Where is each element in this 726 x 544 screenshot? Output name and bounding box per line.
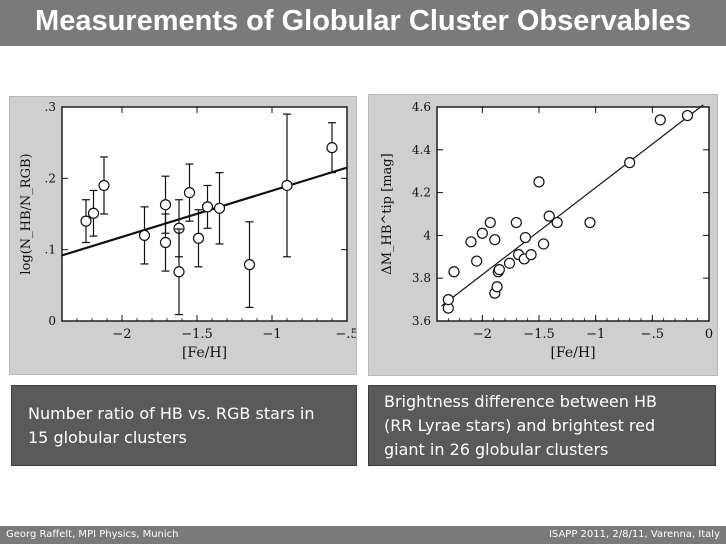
data-point <box>533 176 545 188</box>
data-point <box>448 266 460 278</box>
x-axis-label: [Fe/H] <box>182 345 227 361</box>
data-point <box>584 216 596 229</box>
data-point <box>493 264 505 276</box>
x-tick-label: −1.5 <box>523 327 555 342</box>
data-point <box>654 114 666 126</box>
data-point <box>551 216 563 229</box>
data-point <box>201 201 214 213</box>
y-tick-label: 4.2 <box>412 186 431 200</box>
left-caption-box: Number ratio of HB vs. RGB stars in 15 g… <box>11 385 357 466</box>
data-point <box>624 157 636 169</box>
footer-bar: Georg Raffelt, MPI Physics, Munich ISAPP… <box>0 526 726 544</box>
data-point <box>159 199 172 211</box>
data-point <box>489 234 501 246</box>
y-tick-label: 4.6 <box>412 100 431 114</box>
fit-line <box>441 104 704 307</box>
title-bar: Measurements of Globular Cluster Observa… <box>0 0 726 46</box>
data-point <box>213 202 226 214</box>
data-point <box>138 229 151 241</box>
data-point <box>80 215 92 227</box>
slide-title: Measurements of Globular Cluster Observa… <box>35 5 691 37</box>
data-point <box>183 186 196 199</box>
left-chart-panel: −2 −1.5 −1 −.5 0 .1 .2 .3 [Fe/H] log(N_HB/N_RGB) <box>9 96 357 375</box>
y-tick-label: 4 <box>423 228 431 242</box>
x-tick-label: 0 <box>705 327 713 342</box>
x-axis-label: [Fe/H] <box>550 345 595 361</box>
data-point <box>442 294 454 306</box>
y-tick-label: .3 <box>45 100 56 114</box>
data-point <box>476 227 488 239</box>
y-axis-label: log(N_HB/N_RGB) <box>19 153 34 274</box>
data-point <box>510 216 522 229</box>
data-point <box>326 142 338 154</box>
footer-author: Georg Raffelt, MPI Physics, Munich <box>6 529 179 540</box>
y-tick-label: 3.8 <box>412 271 431 285</box>
data-point <box>465 236 477 248</box>
data-point <box>491 281 503 293</box>
y-tick-label: 0 <box>48 314 56 328</box>
x-tick-label: −.5 <box>335 327 356 342</box>
data-point <box>159 236 172 249</box>
footer-event: ISAPP 2011, 2/8/11, Varenna, Italy <box>548 529 720 540</box>
data-point <box>98 179 110 192</box>
y-tick-label: .1 <box>45 243 56 257</box>
right-caption: Brightness difference between HB (RR Lyr… <box>384 392 657 459</box>
data-point <box>87 207 100 219</box>
plot-area <box>61 106 348 322</box>
left-chart: −2 −1.5 −1 −.5 0 .1 .2 .3 [Fe/H] log(N_HB/N_RGB) <box>19 100 356 361</box>
right-chart-panel: −2 −1.5 −1 −.5 0 3.6 3.8 4 4.2 4.4 4.6 [Fe/H] ΔM_HB^… <box>368 94 718 376</box>
y-tick-label: 4.4 <box>412 143 431 157</box>
plot-area <box>436 106 710 322</box>
right-caption-box: Brightness difference between HB (RR Lyr… <box>368 385 716 466</box>
left-caption: Number ratio of HB vs. RGB stars in 15 g… <box>28 404 315 447</box>
data-point <box>519 231 531 244</box>
y-axis-label: ΔM_HB^tip [mag] <box>380 153 395 274</box>
data-point <box>192 232 205 244</box>
data-point <box>471 255 483 267</box>
x-tick-label: −1.5 <box>181 327 213 342</box>
data-point <box>173 266 185 278</box>
y-tick-label: .2 <box>45 171 56 185</box>
x-tick-label: −2 <box>112 327 131 342</box>
data-point <box>525 249 537 261</box>
x-tick-label: −.5 <box>641 327 664 342</box>
data-point <box>537 238 550 250</box>
y-tick-label: 3.6 <box>412 314 431 328</box>
data-point <box>243 259 256 271</box>
x-tick-label: −1 <box>586 327 605 342</box>
data-point <box>281 179 293 192</box>
data-point <box>543 210 555 222</box>
data-point <box>484 216 496 229</box>
x-tick-label: −1 <box>262 327 281 342</box>
x-tick-label: −2 <box>473 327 492 342</box>
data-point <box>503 257 516 269</box>
data-point <box>681 109 694 122</box>
right-chart: −2 −1.5 −1 −.5 0 3.6 3.8 4 4.2 4.4 4.6 [Fe/H] ΔM_HB^… <box>380 100 713 361</box>
